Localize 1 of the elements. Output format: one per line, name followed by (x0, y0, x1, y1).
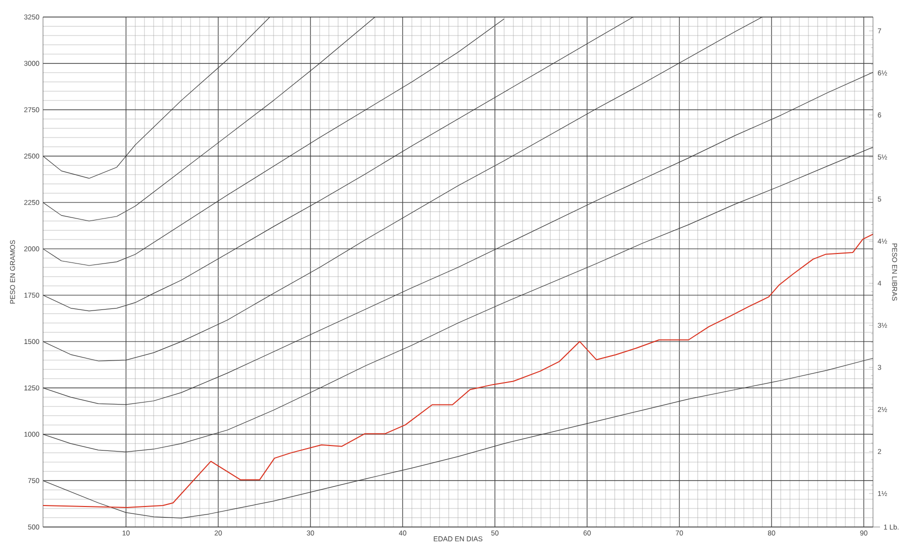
line-series (43, 234, 873, 508)
